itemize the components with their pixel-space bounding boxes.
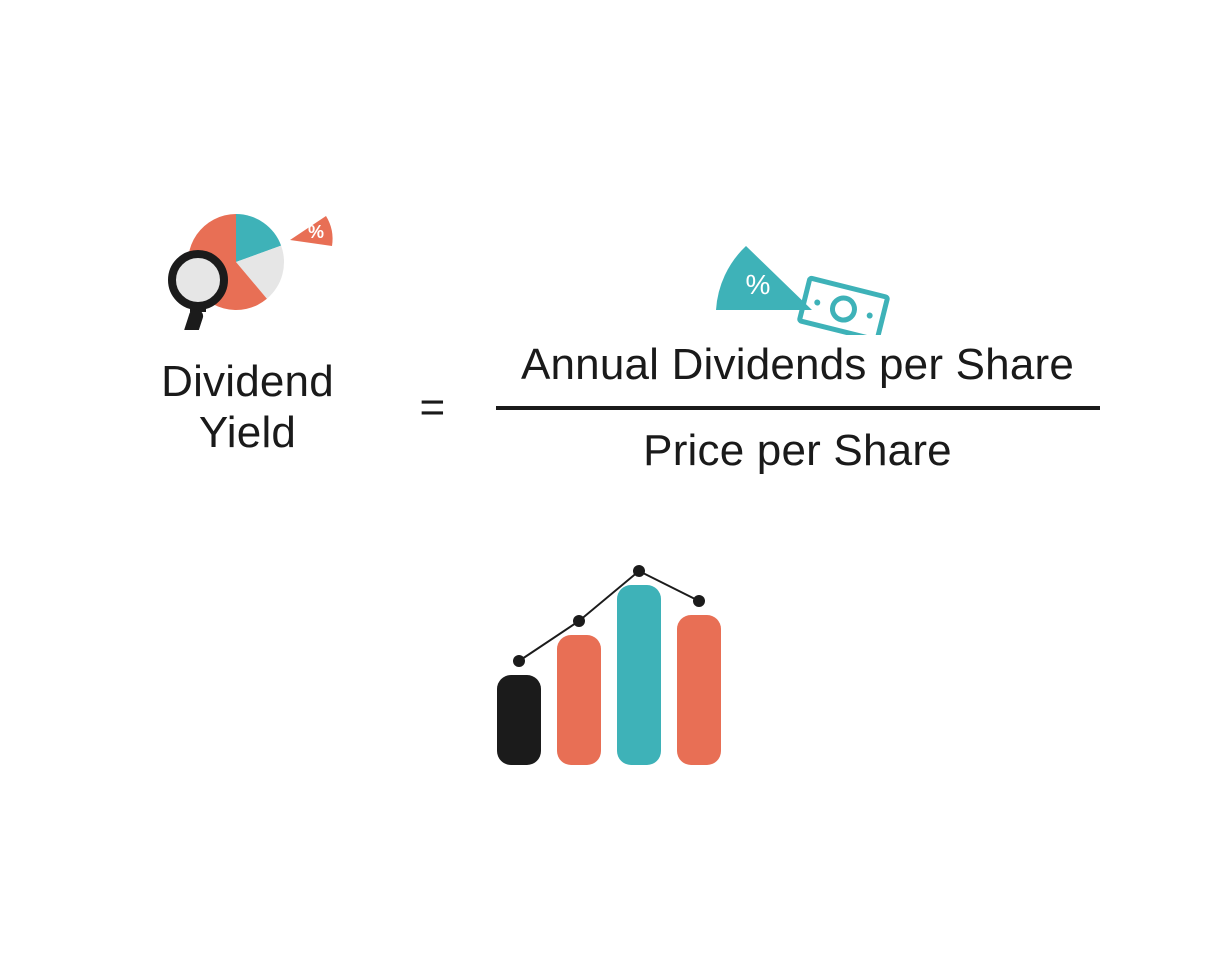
svg-text:%: % [308,222,324,242]
formula-lhs: Dividend Yield [108,357,388,458]
lhs-line2: Yield [108,408,388,459]
svg-text:%: % [746,269,771,300]
bar-chart-slot [0,555,1225,775]
bar-chart-icon [483,555,743,775]
percent-slice-money-icon: % [710,240,900,335]
equals-sign: = [388,383,478,433]
numerator: Annual Dividends per Share [478,340,1118,400]
diagram-canvas: % % [0,0,1225,980]
formula-rhs: Annual Dividends per Share Price per Sha… [478,340,1118,476]
lhs-line1: Dividend [108,357,388,408]
denominator: Price per Share [478,416,1118,476]
fraction-bar [496,406,1100,410]
pie-magnifier-icon: % [168,190,338,330]
formula-row: Dividend Yield = Annual Dividends per Sh… [0,340,1225,476]
